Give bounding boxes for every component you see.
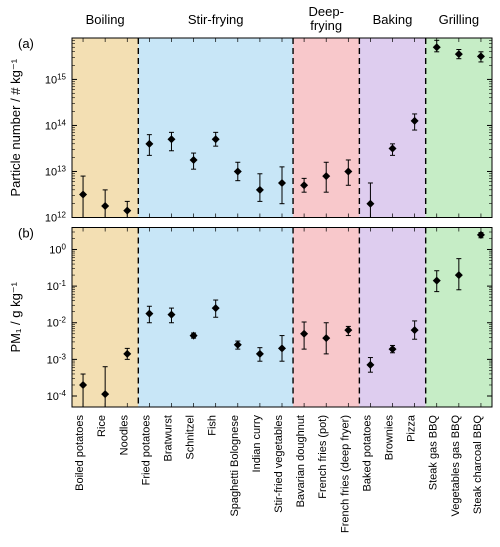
x-tick-label: Fried potatoes (140, 415, 152, 486)
x-tick-label: Stir-fried vegetables (273, 415, 285, 513)
x-tick-label: Schnitzel (185, 415, 197, 460)
x-tick-label: Rice (96, 415, 108, 437)
ytick-label: 10-3 (47, 352, 67, 367)
section-label: Baking (373, 12, 413, 27)
x-tick-label: Steak gas BBQ (428, 415, 440, 491)
section-bg-deep-frying (293, 228, 359, 408)
x-tick-label: Boiled potatoes (74, 415, 86, 491)
x-tick-label: Bavarian doughnut (295, 415, 307, 507)
x-tick-label: Bratwurst (162, 415, 174, 461)
ytick-label: 100 (49, 242, 66, 257)
x-tick-label: Indian curry (251, 415, 263, 473)
x-tick-label: Fish (207, 415, 219, 436)
section-label: frying (310, 18, 342, 33)
x-tick-label: French fries (deep fryer) (339, 415, 351, 533)
section-bg-baking (359, 38, 425, 218)
section-bg-grilling (426, 38, 492, 218)
ytick-label: 1014 (45, 118, 67, 133)
section-label: Grilling (439, 12, 479, 27)
panel-label: (a) (18, 36, 34, 51)
section-label: Stir-frying (188, 12, 244, 27)
x-tick-label: Vegetables gas BBQ (450, 415, 462, 517)
section-label: Deep- (308, 4, 343, 19)
panel-label: (b) (18, 226, 34, 241)
ytick-label: 1012 (45, 210, 67, 225)
section-bg-baking (359, 228, 425, 408)
ytick-label: 10-2 (47, 315, 67, 330)
ytick-label: 10-1 (47, 279, 67, 294)
x-tick-label: Brownies (384, 415, 396, 461)
x-tick-label: Baked potatoes (361, 415, 373, 492)
chart-container: Boiling Stir-frying Deep-frying Baking Grill… (0, 0, 500, 547)
x-tick-label: Noodles (118, 415, 130, 456)
section-bg-stir-frying (138, 38, 293, 218)
x-tick-label: French fries (pot) (317, 415, 329, 499)
x-tick-label: Steak charcoal BBQ (472, 415, 484, 514)
y-axis-label: PM₁ / g kg⁻¹ (8, 281, 23, 352)
x-tick-label: Pizza (406, 414, 418, 442)
section-bg-grilling (426, 228, 492, 408)
y-axis-label: Particle number / # kg⁻¹ (8, 58, 23, 196)
chart-svg: Boiling Stir-frying Deep-frying Baking Grill… (0, 0, 500, 547)
x-tick-label: Spaghetti Bolognese (229, 415, 241, 517)
ytick-label: 1015 (45, 72, 67, 87)
section-label: Boiling (86, 12, 125, 27)
ytick-label: 1013 (45, 164, 67, 179)
ytick-label: 10-4 (47, 389, 67, 404)
